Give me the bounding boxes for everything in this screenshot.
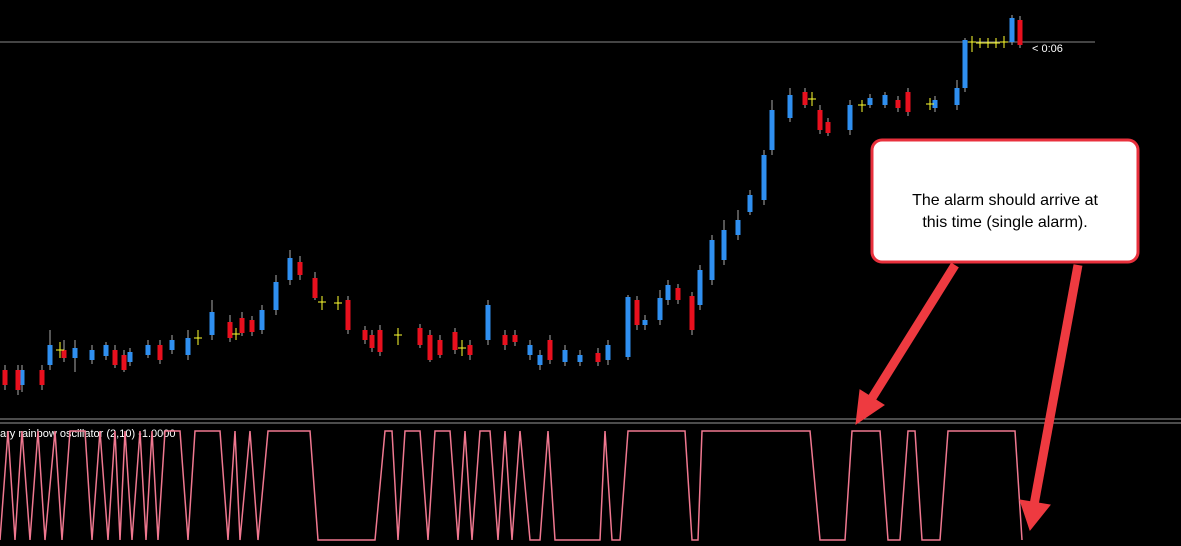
price-timer: < 0:06 — [1032, 43, 1063, 55]
doji-candles — [56, 36, 1008, 358]
bullish-candles — [19, 18, 1015, 385]
callout: The alarm should arrive at this time (si… — [870, 138, 1140, 264]
arrows — [855, 262, 1083, 532]
arrow-shaft — [868, 262, 959, 401]
arrow-head — [1019, 499, 1051, 532]
indicator-label: ary rainbow oscillator (2,10) -1.0000 — [0, 428, 175, 440]
callout-text: The alarm should arrive at — [912, 192, 1098, 209]
arrow-head — [855, 389, 885, 426]
callout-text: this time (single alarm). — [922, 214, 1087, 231]
callout-box — [870, 138, 1140, 264]
arrow-shaft — [1029, 264, 1083, 506]
bearish-candles — [2, 20, 1023, 390]
oscillator-line — [0, 430, 1023, 541]
